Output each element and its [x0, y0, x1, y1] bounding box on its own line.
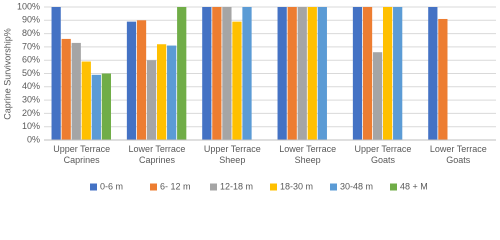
legend-swatch: [330, 183, 337, 191]
legend-label: 0-6 m: [100, 181, 123, 191]
y-tick-label: 80%: [22, 28, 40, 38]
bar: [91, 74, 101, 140]
legend-label: 30-48 m: [340, 181, 373, 191]
bar: [177, 7, 187, 140]
x-tick-label: Lower Terrace Sheep: [279, 144, 337, 165]
bar: [136, 20, 147, 140]
x-tick-label-box: Lower Terrace Caprines: [128, 144, 186, 165]
x-tick-label-box: Lower Terrace Goats: [429, 144, 487, 165]
bar: [61, 38, 71, 140]
x-tick-label-box: Upper Terrace Goats: [354, 144, 412, 165]
bar: [317, 7, 327, 140]
bar: [383, 7, 393, 140]
bar: [81, 61, 91, 140]
x-tick-label: Lower Terrace Caprines: [128, 144, 186, 165]
bar: [287, 7, 297, 140]
bar: [146, 60, 157, 141]
bar: [362, 7, 373, 140]
y-tick-label: 30%: [22, 94, 40, 104]
legend-swatch: [90, 183, 97, 191]
legend-label: 6- 12 m: [160, 181, 191, 191]
y-tick-label: 70%: [22, 41, 40, 51]
y-tick-label: 10%: [22, 121, 40, 131]
legend-swatch: [390, 183, 397, 191]
x-tick-label-box: Lower Terrace Sheep: [279, 144, 337, 165]
legend-label: 18-30 m: [280, 181, 313, 191]
y-tick-label: 90%: [22, 15, 40, 25]
y-tick-label: 20%: [22, 108, 40, 118]
bar: [307, 7, 317, 140]
bar: [372, 52, 383, 140]
x-tick-label: Upper Terrace Sheep: [203, 144, 261, 165]
bar: [242, 7, 252, 140]
chart: Caprine Survivorship% 0% 10% 20% 30% 40% 50% 6…: [2, 1, 496, 191]
legend-label: 48 + M: [400, 181, 428, 191]
legend-swatch: [270, 183, 277, 191]
x-tick-label: Upper Terrace Caprines: [53, 144, 111, 165]
bar: [167, 45, 177, 140]
x-tick-label-box: Upper Terrace Sheep: [203, 144, 261, 165]
bar: [202, 7, 212, 140]
bar: [71, 42, 81, 140]
bar: [277, 7, 287, 140]
bar: [222, 7, 232, 140]
legend-swatch: [150, 183, 157, 191]
x-tick-label: Upper Terrace Goats: [354, 144, 412, 165]
y-tick-label: 0%: [27, 134, 40, 144]
bar: [212, 7, 222, 140]
y-axis-title: Caprine Survivorship%: [2, 28, 12, 120]
bar: [126, 21, 137, 141]
bar: [393, 7, 403, 140]
y-tick-label: 40%: [22, 81, 40, 91]
bar: [51, 7, 61, 140]
y-tick-label: 60%: [22, 55, 40, 65]
bar: [101, 73, 111, 140]
legend-label: 12-18 m: [220, 181, 253, 191]
bar: [352, 7, 363, 140]
bar: [428, 7, 438, 140]
legend-swatch: [210, 183, 217, 191]
bar: [438, 18, 448, 140]
bar: [157, 44, 167, 140]
x-tick-label: Lower Terrace Goats: [429, 144, 487, 165]
y-tick-label: 50%: [22, 68, 40, 78]
bar: [297, 7, 307, 140]
y-tick-label: 100%: [17, 1, 40, 11]
x-tick-label-box: Upper Terrace Caprines: [53, 144, 111, 165]
bar: [232, 21, 242, 141]
